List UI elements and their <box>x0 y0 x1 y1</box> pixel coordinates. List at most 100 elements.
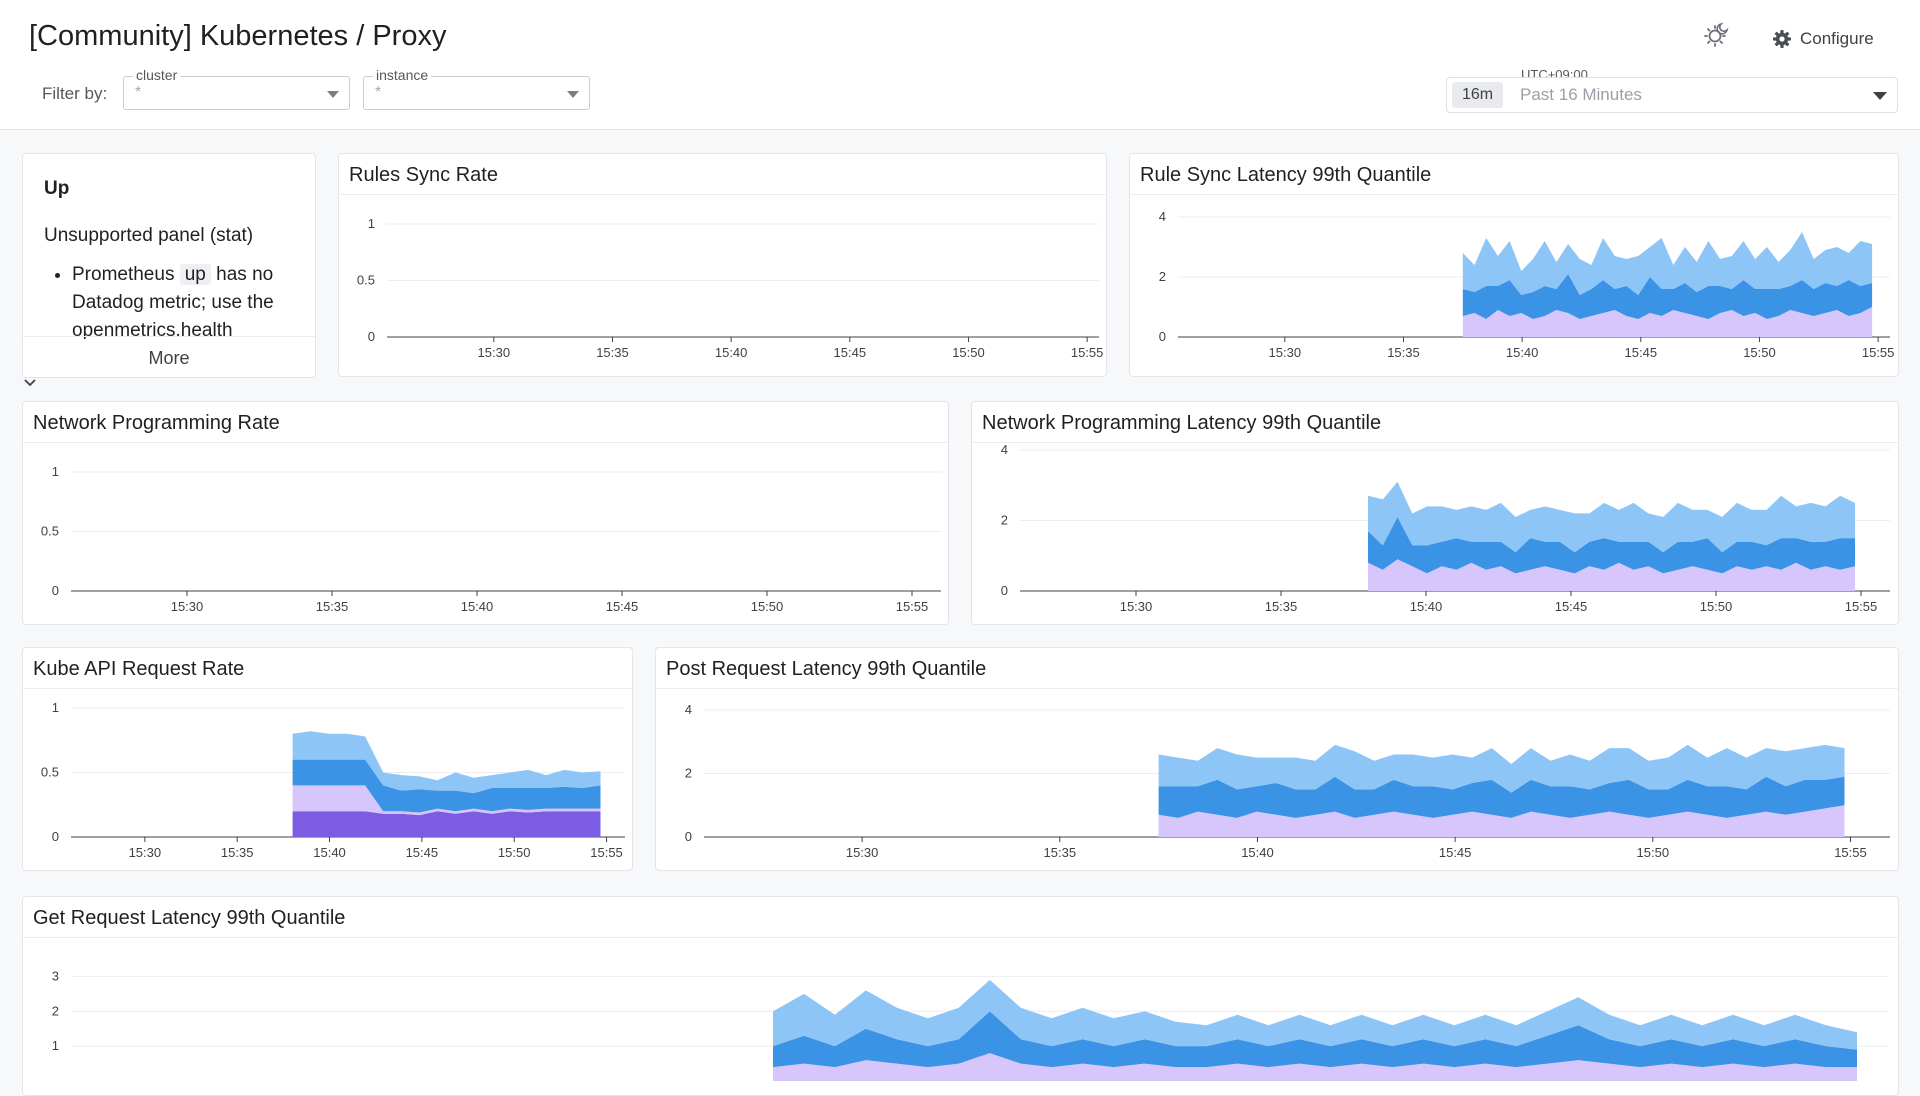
panel-title: Rule Sync Latency 99th Quantile <box>1140 164 1432 186</box>
x-tick-label: 15:30 <box>129 845 162 860</box>
x-tick-label: 15:35 <box>1044 845 1077 860</box>
chart-rules-sync-rate: 0 0.5 1 15:30 15:35 15:40 15:45 15:50 15:55 <box>357 216 1104 360</box>
theme-toggle-button[interactable] <box>1701 20 1731 55</box>
y-tick-label: 2 <box>52 1003 59 1018</box>
chart-rule-sync-latency: 0 2 4 15:30 15:35 15:40 15:45 15:50 15:55 <box>1159 209 1895 360</box>
x-tick-label: 15:45 <box>1555 599 1588 614</box>
x-tick-label: 15:45 <box>406 845 439 860</box>
y-tick-label: 1 <box>368 216 375 231</box>
y-tick-label: 0 <box>1001 583 1008 598</box>
time-range-badge: 16m <box>1452 82 1504 108</box>
x-tick-label: 15:45 <box>834 345 867 360</box>
x-tick-label: 15:30 <box>171 599 204 614</box>
y-tick-label: 2 <box>685 766 692 781</box>
x-tick-label: 15:50 <box>1637 845 1670 860</box>
panel-title: Up <box>44 178 70 199</box>
x-tick-label: 15:35 <box>596 345 629 360</box>
panel-title: Post Request Latency 99th Quantile <box>666 658 987 680</box>
filter-instance-value: * <box>375 84 382 101</box>
x-tick-label: 15:50 <box>498 845 531 860</box>
x-tick-label: 15:35 <box>1387 345 1420 360</box>
x-tick-label: 15:45 <box>606 599 639 614</box>
panel-post-request-latency: Post Request Latency 99th Quantile 0 2 4 15… <box>655 647 1899 871</box>
configure-label: Configure <box>1800 29 1874 48</box>
gear-icon <box>1773 30 1791 48</box>
x-tick-label: 15:30 <box>1269 345 1302 360</box>
chart-post-request-latency: 0 2 4 15:30 15:35 15:40 15:45 15:50 15:55 <box>685 702 1890 860</box>
metric-code: up <box>179 264 211 285</box>
filter-cluster-value: * <box>135 84 142 101</box>
y-tick-label: 0 <box>52 583 59 598</box>
x-tick-label: 15:35 <box>221 845 254 860</box>
x-tick-label: 15:45 <box>1439 845 1472 860</box>
filter-instance-select[interactable]: instance * <box>363 66 590 110</box>
area-series <box>773 1053 1857 1081</box>
x-tick-label: 15:35 <box>316 599 349 614</box>
x-tick-label: 15:30 <box>846 845 879 860</box>
area-series <box>1368 481 1855 553</box>
sun-moon-icon <box>1704 22 1729 47</box>
y-tick-label: 1 <box>52 464 59 479</box>
y-tick-label: 4 <box>685 702 692 717</box>
panel-title: Kube API Request Rate <box>33 658 245 680</box>
panel-kube-api-request-rate: Kube API Request Rate 0 0.5 1 15:30 15:35 15:… <box>22 647 633 871</box>
configure-button[interactable]: Configure <box>1772 26 1874 52</box>
chart-get-request-latency: 1 2 3 <box>52 968 1889 1081</box>
x-tick-label: 15:55 <box>1071 345 1104 360</box>
panel-get-request-latency: Get Request Latency 99th Quantile 1 2 3 <box>22 896 1899 1096</box>
y-tick-label: 2 <box>1159 269 1166 284</box>
dashboard-header: [Community] Kubernetes / Proxy Filter by… <box>0 0 1920 130</box>
more-button[interactable]: More <box>23 336 315 387</box>
x-tick-label: 15:50 <box>1743 345 1776 360</box>
y-tick-label: 1 <box>52 1038 59 1053</box>
divider <box>23 688 632 689</box>
x-tick-label: 15:50 <box>1700 599 1733 614</box>
unsupported-panel-details: Prometheus up has no Datadog metric; use… <box>44 261 306 339</box>
filter-cluster-label: cluster <box>133 66 181 84</box>
panel-title: Network Programming Rate <box>33 412 280 434</box>
x-tick-label: 15:40 <box>715 345 748 360</box>
y-tick-label: 0.5 <box>41 765 59 780</box>
x-tick-label: 15:45 <box>1625 345 1658 360</box>
x-tick-label: 15:35 <box>1265 599 1298 614</box>
x-tick-label: 15:55 <box>896 599 929 614</box>
area-series <box>1368 517 1855 574</box>
y-tick-label: 0 <box>368 329 375 344</box>
page-title: [Community] Kubernetes / Proxy <box>29 20 447 52</box>
x-tick-label: 15:40 <box>461 599 494 614</box>
y-tick-label: 2 <box>1001 513 1008 528</box>
panel-network-programming-rate: Network Programming Rate 0 0.5 1 15:30 15:35… <box>22 401 949 625</box>
x-tick-label: 15:40 <box>1506 345 1539 360</box>
area-series <box>1462 307 1873 337</box>
detail-text: has no Datadog metric; use the openmetri… <box>72 264 274 339</box>
x-tick-label: 15:55 <box>590 845 623 860</box>
area-series <box>292 811 601 837</box>
chevron-down-icon <box>24 379 36 387</box>
divider <box>656 688 1898 689</box>
time-range-picker[interactable]: 16m Past 16 Minutes <box>1446 77 1898 113</box>
detail-text: Prometheus <box>72 264 175 285</box>
y-tick-label: 3 <box>52 968 59 983</box>
area-series <box>1158 805 1845 837</box>
x-tick-label: 15:40 <box>1410 599 1443 614</box>
divider <box>339 194 1106 195</box>
divider <box>1130 194 1898 195</box>
y-tick-label: 0 <box>52 829 59 844</box>
list-item: Prometheus up has no Datadog metric; use… <box>72 261 306 339</box>
time-range-text: Past 16 Minutes <box>1520 85 1642 104</box>
area-series <box>292 759 601 813</box>
chart-network-programming-latency: 0 2 4 15:30 15:35 15:40 15:45 15:50 15:55 <box>1001 443 1890 614</box>
panel-network-programming-latency: Network Programming Latency 99th Quantil… <box>971 401 1899 625</box>
divider <box>972 442 1898 443</box>
area-series <box>292 785 601 816</box>
x-tick-label: 15:50 <box>952 345 985 360</box>
unsupported-panel-message: Unsupported panel (stat) <box>44 225 254 246</box>
x-tick-label: 15:55 <box>1845 599 1878 614</box>
divider <box>23 442 948 443</box>
filter-cluster-select[interactable]: cluster * <box>123 66 350 110</box>
x-tick-label: 15:30 <box>478 345 511 360</box>
x-tick-label: 15:30 <box>1120 599 1153 614</box>
chevron-down-icon <box>1873 92 1887 100</box>
y-tick-label: 0 <box>685 829 692 844</box>
area-series <box>1462 232 1873 295</box>
